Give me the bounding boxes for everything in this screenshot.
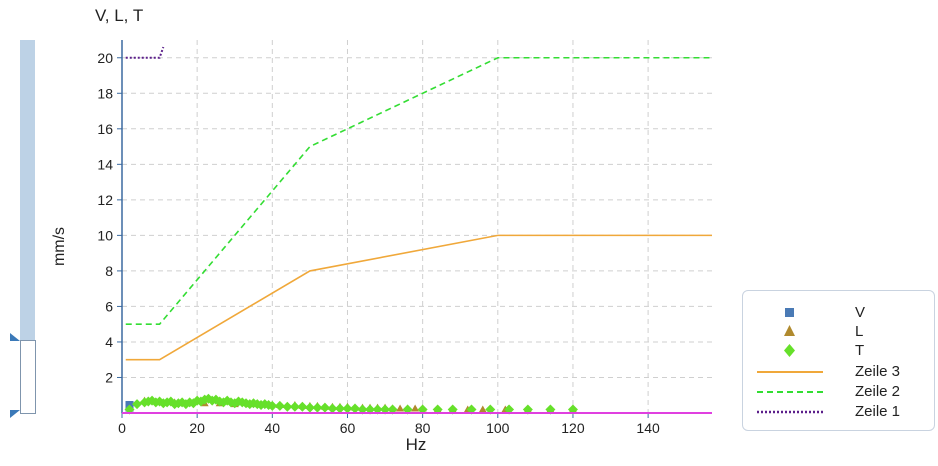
- point-t: [567, 404, 578, 415]
- point-t: [282, 401, 293, 412]
- point-t: [402, 404, 413, 415]
- diamond-marker-icon: [784, 344, 795, 357]
- x-tick-label: 0: [118, 420, 126, 436]
- point-t: [349, 403, 360, 414]
- point-t: [485, 404, 496, 415]
- point-t: [432, 404, 443, 415]
- legend-label-zeile-3: Zeile 3: [855, 363, 901, 380]
- point-t: [342, 403, 353, 414]
- point-t: [297, 401, 308, 412]
- point-t: [545, 404, 556, 415]
- legend: V L T Zeile 3 Zeile 2 Zeile 1: [742, 290, 935, 431]
- y-tick-label: 18: [97, 85, 113, 101]
- point-t: [312, 402, 323, 413]
- x-tick-label: 120: [561, 420, 585, 436]
- legend-item-t[interactable]: T: [743, 341, 934, 361]
- triangle-marker-icon: [784, 325, 795, 336]
- point-t: [365, 404, 376, 415]
- legend-label-l: L: [855, 323, 864, 340]
- series-line-zeile-2: [125, 56, 712, 325]
- point-t: [522, 404, 533, 415]
- y-tick-label: 12: [97, 192, 113, 208]
- x-tick-label: 40: [265, 420, 281, 436]
- point-t: [504, 404, 515, 415]
- dotted-line-icon: [757, 410, 823, 414]
- legend-item-zeile-3[interactable]: Zeile 3: [743, 362, 934, 382]
- y-tick-label: 6: [105, 298, 113, 314]
- point-t: [124, 404, 135, 415]
- point-t: [319, 402, 330, 413]
- point-l: [478, 405, 487, 413]
- slider-handle-bottom[interactable]: [10, 410, 20, 418]
- point-t: [357, 404, 368, 415]
- y-axis-title: mm/s: [51, 227, 68, 266]
- x-axis-title: Hz: [406, 435, 427, 454]
- point-t: [372, 404, 383, 415]
- slider-track[interactable]: [20, 40, 35, 340]
- y-tick-label: 20: [97, 50, 113, 66]
- legend-label-v: V: [855, 304, 866, 321]
- y-tick-label: 4: [105, 334, 113, 350]
- point-t: [380, 404, 391, 415]
- solid-line-icon: [757, 371, 823, 373]
- legend-label-zeile-2: Zeile 2: [855, 383, 901, 400]
- series-line-zeile-3: [125, 234, 712, 361]
- x-tick-label: 140: [636, 420, 660, 436]
- point-t: [417, 404, 428, 415]
- y-tick-label: 2: [105, 369, 113, 385]
- square-marker-icon: [785, 308, 794, 317]
- point-t: [466, 404, 477, 415]
- point-l: [396, 404, 405, 412]
- slider-handle-top[interactable]: [10, 333, 20, 341]
- chart-title: V, L, T: [95, 6, 144, 25]
- legend-item-v[interactable]: V: [743, 303, 934, 323]
- legend-item-l[interactable]: L: [743, 322, 934, 342]
- x-tick-label: 100: [486, 420, 510, 436]
- point-t: [289, 401, 300, 412]
- x-tick-label: 60: [340, 420, 356, 436]
- legend-label-t: T: [855, 342, 865, 359]
- point-t: [447, 404, 458, 415]
- y-tick-label: 10: [97, 227, 113, 243]
- point-l: [411, 404, 420, 412]
- point-t: [334, 403, 345, 414]
- dashed-line-icon: [757, 391, 823, 393]
- series-line-zeile-1: [125, 46, 165, 59]
- point-t: [274, 400, 285, 411]
- y-tick-label: 16: [97, 121, 113, 137]
- legend-label-zeile-1: Zeile 1: [855, 403, 901, 420]
- y-tick-label: 8: [105, 263, 113, 279]
- x-tick-label: 80: [415, 420, 431, 436]
- point-t: [327, 403, 338, 414]
- y-tick-label: 14: [97, 156, 113, 172]
- point-t: [304, 402, 315, 413]
- legend-item-zeile-1[interactable]: Zeile 1: [743, 402, 934, 422]
- legend-item-zeile-2[interactable]: Zeile 2: [743, 382, 934, 402]
- slider-window[interactable]: [20, 340, 36, 414]
- point-t: [387, 404, 398, 415]
- x-tick-label: 20: [189, 420, 205, 436]
- point-t: [132, 399, 143, 410]
- point-t: [267, 400, 278, 411]
